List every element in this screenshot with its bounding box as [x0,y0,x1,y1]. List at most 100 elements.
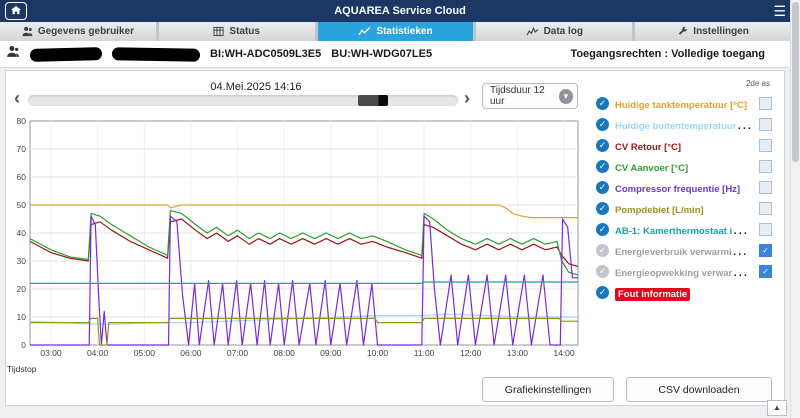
status-icon [213,26,224,37]
legend-item: ✓ Pompdebiet [L/min] [594,198,776,219]
second-axis-checkbox[interactable]: ✓ [759,265,772,278]
legend-label: Compressor frequentie [Hz] [615,183,741,195]
svg-text:0: 0 [21,340,26,350]
chevron-down-icon: ▾ [558,88,573,104]
access-rights-label: Toegangsrechten : Volledige toegang [570,48,765,60]
outdoor-unit-id: BU:WH-WDG07LE5 [331,48,433,60]
tab-status[interactable]: Status [158,22,315,41]
hamburger-menu-icon[interactable]: ☰ [773,3,786,19]
svg-text:05:00: 05:00 [134,348,156,358]
svg-text:03:00: 03:00 [40,348,62,358]
scroll-left-arrow[interactable]: ‹ [14,88,20,108]
second-axis-checkbox[interactable] [759,202,772,215]
svg-text:04:00: 04:00 [87,348,109,358]
tab-label: Statistieken [376,26,433,37]
svg-text:20: 20 [17,284,27,294]
legend-label: CV Aanvoer [°C] [615,162,689,174]
datalog-icon [526,26,539,37]
svg-text:Tijdstop: Tijdstop [7,364,37,374]
second-axis-checkbox[interactable] [759,181,772,194]
series-toggle-check[interactable]: ✓ [596,202,609,215]
home-button[interactable] [5,2,27,20]
legend-item: ✓ AB-1: Kamerthermostaat inter... [594,219,776,240]
series-legend: 2de as ✓ Huidige tanktemperatuur [°C] ✓ Hui… [594,79,776,303]
second-axis-checkbox[interactable] [759,118,772,131]
svg-text:11:00: 11:00 [414,348,435,358]
tab-gegevens-gebruiker[interactable]: Gegevens gebruiker [0,22,156,41]
scroll-right-arrow[interactable]: › [464,88,470,108]
duration-dropdown[interactable]: Tijdsduur 12 uur ▾ [482,83,578,109]
svg-text:40: 40 [17,228,27,238]
user-device-row: BI:WH-ADC0509L3E5 BU:WH-WDG07LE5 Toegang… [0,41,791,68]
legend-label: Huidige buitentemperatuur [°C] [615,120,753,132]
series-toggle-check[interactable]: ✓ [596,286,609,299]
current-datetime-label: 04.Mei.2025 14:16 [210,81,302,93]
legend-label: Fout informatie [615,287,691,301]
legend-label-wrap: Huidige tanktemperatuur [°C] [615,95,753,113]
legend-label-wrap: CV Aanvoer [°C] [615,158,753,176]
indoor-unit-id: BI:WH-ADC0509L3E5 [210,48,322,60]
tab-label: Data log [543,26,584,37]
legend-list: ✓ Huidige tanktemperatuur [°C] ✓ Huidige bu… [594,93,776,303]
second-axis-checkbox[interactable] [759,160,772,173]
svg-text:60: 60 [17,172,27,182]
time-range-slider-thumb[interactable] [358,95,388,106]
tab-instellingen[interactable]: Instellingen [635,22,791,41]
legend-label-wrap: Fout informatie [615,284,753,302]
series-toggle-check[interactable]: ✓ [596,160,609,173]
series-toggle-check[interactable]: ✓ [596,118,609,131]
legend-label: AB-1: Kamerthermostaat inter... [615,225,753,237]
second-axis-checkbox[interactable] [759,97,772,110]
series-toggle-check[interactable]: ✓ [596,244,609,257]
legend-item: ✓ Huidige buitentemperatuur [°C] [594,114,776,135]
tab-bar: Gegevens gebruiker Status Statistieken Data… [0,22,791,41]
legend-label: CV Retour [°C] [615,141,682,153]
legend-item: ✓ CV Aanvoer [°C] [594,156,776,177]
legend-label: Huidige tanktemperatuur [°C] [615,99,748,111]
second-axis-checkbox[interactable] [759,139,772,152]
legend-item: ✓ Energieopwekking verwarming... ✓ [594,261,776,282]
svg-text:70: 70 [17,144,27,154]
legend-item: ✓ Fout informatie [594,282,776,303]
svg-text:30: 30 [17,256,27,266]
svg-text:09:00: 09:00 [320,348,342,358]
legend-label-wrap: Energieverbruik verwarmings... [615,242,753,260]
tab-label: Instellingen [693,26,749,37]
series-toggle-check[interactable]: ✓ [596,265,609,278]
graph-settings-button[interactable]: Grafiekinstellingen [482,377,614,402]
page-scrollbar-thumb[interactable] [792,2,799,162]
legend-item: ✓ CV Retour [°C] [594,135,776,156]
series-toggle-check[interactable]: ✓ [596,181,609,194]
csv-download-button[interactable]: CSV downloaden [626,377,772,402]
svg-text:12:00: 12:00 [460,348,482,358]
legend-item: ✓ Huidige tanktemperatuur [°C] [594,93,776,114]
scroll-top-button[interactable]: ▲ [767,400,787,416]
user-icon [22,26,33,37]
series-toggle-check[interactable]: ✓ [596,97,609,110]
tab-label: Gegevens gebruiker [37,26,134,37]
user-icon [6,45,20,63]
tab-label: Status [229,26,260,37]
tab-data-log[interactable]: Data log [476,22,633,41]
second-axis-checkbox[interactable]: ✓ [759,244,772,257]
svg-text:10: 10 [17,312,27,322]
series-toggle-check[interactable]: ✓ [596,139,609,152]
second-axis-header: 2de as [745,79,770,88]
series-toggle-check[interactable]: ✓ [596,223,609,236]
app-title: AQUAREA Service Cloud [334,5,466,17]
tab-statistieken[interactable]: Statistieken [317,22,474,41]
legend-label: Pompdebiet [L/min] [615,204,704,216]
page-scrollbar[interactable] [790,0,800,418]
svg-text:10:00: 10:00 [367,348,389,358]
svg-text:08:00: 08:00 [274,348,296,358]
statistics-panel: 04.Mei.2025 14:16 ‹ › Tijdsduur 12 uur ▾… [5,70,785,406]
svg-text:14:00: 14:00 [553,348,575,358]
svg-text:07:00: 07:00 [227,348,249,358]
svg-text:80: 80 [17,116,27,126]
legend-label-wrap: AB-1: Kamerthermostaat inter... [615,221,753,239]
legend-label-wrap: Energieopwekking verwarming... [615,263,753,281]
time-range-slider[interactable] [28,95,458,106]
statistics-line-chart: 03:00 04:00 05:00 06:00 07:00 08:00 09:00 10:00… [7,116,579,374]
second-axis-checkbox[interactable] [759,223,772,236]
